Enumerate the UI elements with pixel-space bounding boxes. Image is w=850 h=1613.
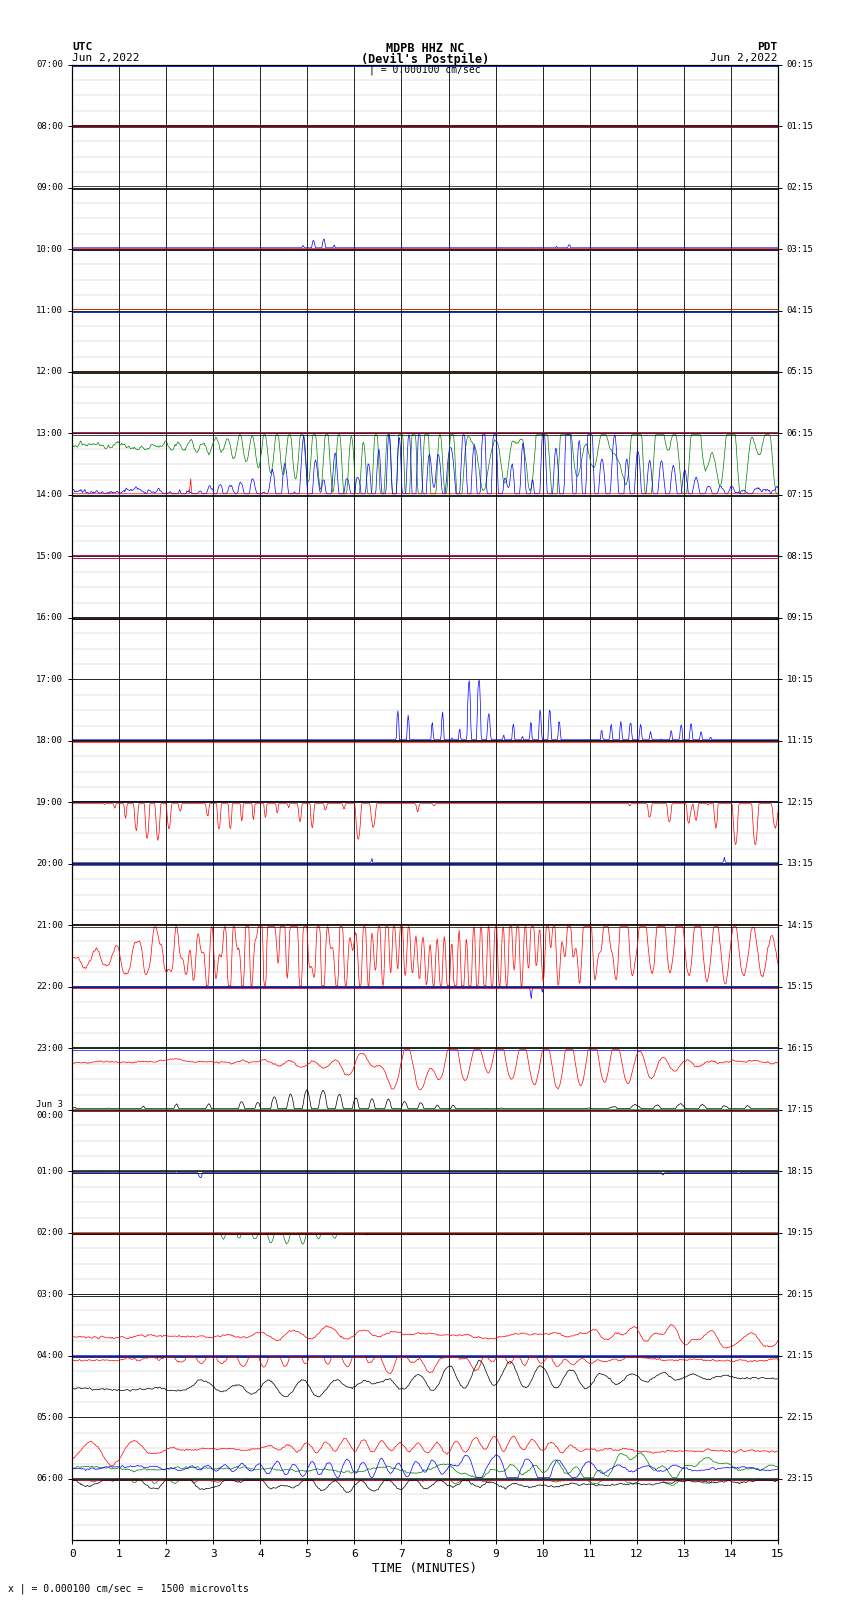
Text: | = 0.000100 cm/sec: | = 0.000100 cm/sec (369, 65, 481, 76)
Text: MDPB HHZ NC: MDPB HHZ NC (386, 42, 464, 55)
Text: UTC: UTC (72, 42, 93, 52)
Text: Jun 2,2022: Jun 2,2022 (711, 53, 778, 63)
Text: x | = 0.000100 cm/sec =   1500 microvolts: x | = 0.000100 cm/sec = 1500 microvolts (8, 1582, 249, 1594)
X-axis label: TIME (MINUTES): TIME (MINUTES) (372, 1563, 478, 1576)
Text: (Devil's Postpile): (Devil's Postpile) (361, 53, 489, 66)
Text: Jun 2,2022: Jun 2,2022 (72, 53, 139, 63)
Text: PDT: PDT (757, 42, 778, 52)
